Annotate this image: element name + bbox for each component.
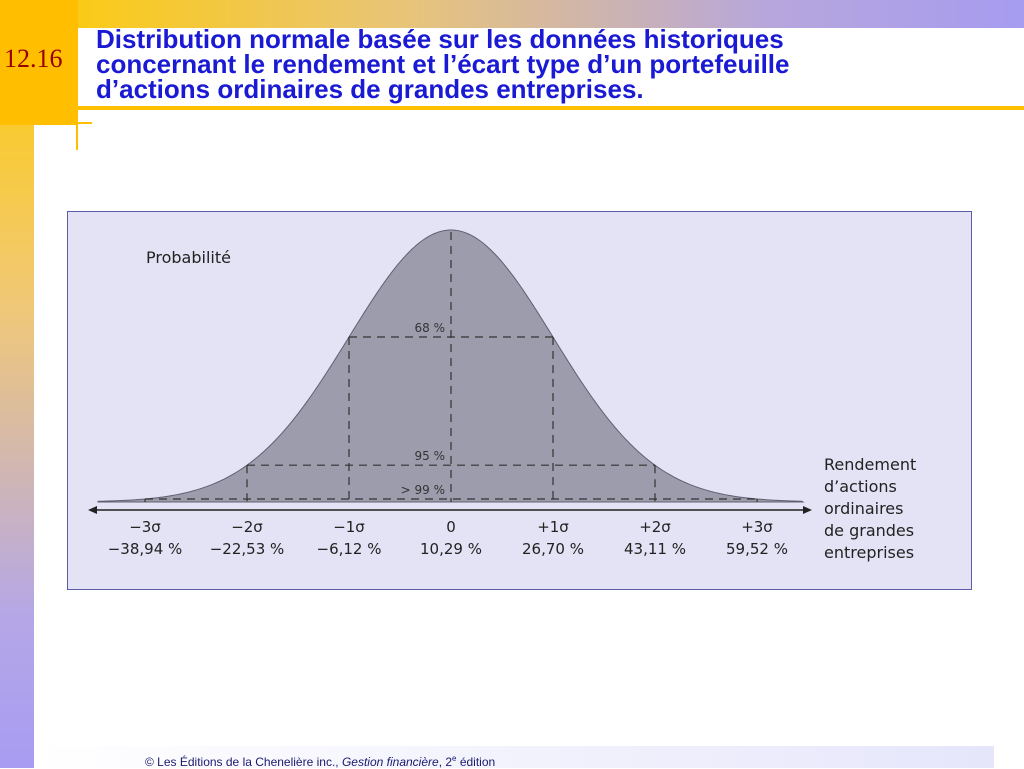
top-decor-band	[0, 0, 1024, 28]
title-line-1: Distribution normale basée sur les donné…	[96, 24, 784, 54]
slide-number-box	[0, 0, 77, 125]
chart-panel: 68 % 95 % > 99 % −3σ −38,94 % −2σ −22,53 % −1σ −…	[67, 211, 972, 590]
x-axis-right-arrow	[803, 506, 812, 514]
footer-edition-suffix: édition	[456, 755, 496, 769]
interval-label: 68 %	[415, 321, 446, 335]
tick-sigma-label: +3σ	[741, 518, 773, 536]
tick-value-label: 43,11 %	[624, 540, 686, 558]
title-underline	[77, 106, 1024, 110]
tick-value-label: 59,52 %	[726, 540, 788, 558]
tick-sigma-label: 0	[446, 518, 456, 536]
x-axis-label-line: Rendement	[824, 455, 916, 474]
slide-title: Distribution normale basée sur les donné…	[96, 24, 956, 104]
footer-edition-sup: e	[452, 754, 457, 763]
accent-vertical-line	[76, 0, 78, 150]
footer-book-title: Gestion financière	[341, 755, 439, 769]
tick-value-label: 26,70 %	[522, 540, 584, 558]
tick-value-label: 10,29 %	[420, 540, 482, 558]
footer-copyright: © Les Éditions de la Chenelière inc., Ge…	[145, 754, 495, 769]
x-axis-label-line: de grandes	[824, 521, 914, 540]
x-axis-label-line: ordinaires	[824, 499, 903, 518]
footer-band	[34, 746, 994, 768]
normal-distribution-chart: 68 % 95 % > 99 % −3σ −38,94 % −2σ −22,53 % −1σ −…	[88, 229, 916, 562]
footer-prefix: © Les Éditions de la Chenelière inc.,	[145, 755, 342, 769]
title-line-2: concernant le rendement et l’écart type …	[96, 49, 790, 79]
distribution-curve	[97, 229, 805, 503]
footer-edition-num: , 2	[438, 755, 453, 769]
left-decor-band	[0, 0, 34, 768]
interval-label: 95 %	[415, 449, 446, 463]
tick-value-label: −22,53 %	[210, 540, 285, 558]
tick-sigma-label: −1σ	[333, 518, 365, 536]
accent-short-line	[76, 122, 92, 124]
tick-sigma-label: −2σ	[231, 518, 263, 536]
tick-sigma-label: +2σ	[639, 518, 671, 536]
x-axis-label-line: entreprises	[824, 543, 914, 562]
tick-value-label: −6,12 %	[317, 540, 382, 558]
x-axis-label-line: d’actions	[824, 477, 897, 496]
x-axis-left-arrow	[88, 506, 97, 514]
tick-sigma-label: −3σ	[129, 518, 161, 536]
title-line-3: d’actions ordinaires de grandes entrepri…	[96, 74, 644, 104]
tick-sigma-label: +1σ	[537, 518, 569, 536]
slide-number: 12.16	[4, 44, 63, 73]
tick-value-label: −38,94 %	[108, 540, 183, 558]
y-axis-label: Probabilité	[146, 248, 231, 267]
interval-label: > 99 %	[401, 483, 445, 497]
